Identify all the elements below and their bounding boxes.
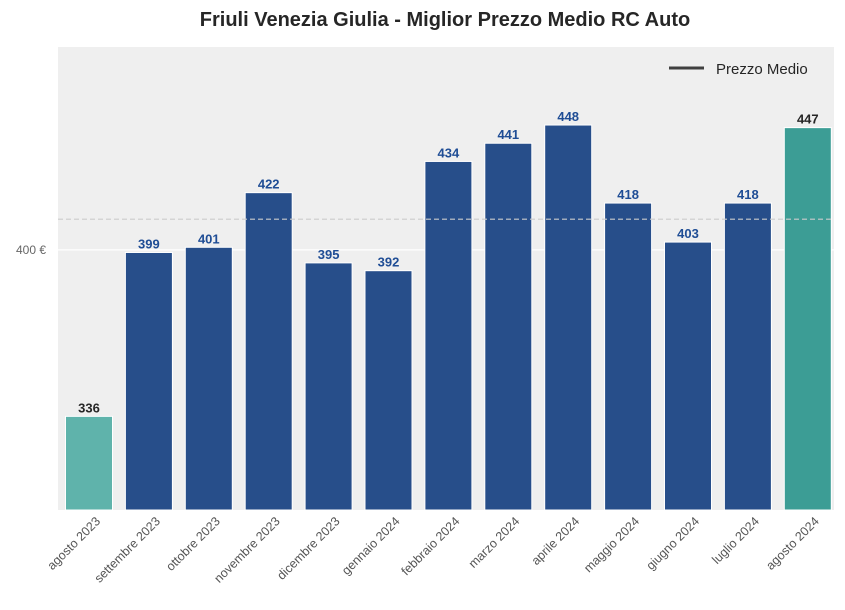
x-tick-label-6: febbraio 2024 — [399, 514, 463, 578]
data-label-0: 336 — [78, 400, 100, 415]
data-label-12: 447 — [797, 112, 819, 127]
bar-2 — [184, 246, 233, 511]
x-tick-label-11: luglio 2024 — [709, 514, 762, 567]
bar-3 — [244, 192, 293, 511]
data-label-4: 395 — [318, 247, 340, 262]
bar-8 — [544, 124, 593, 511]
data-label-5: 392 — [378, 255, 400, 270]
x-tick-label-5: gennaio 2024 — [339, 514, 403, 578]
legend: Prezzo Medio — [669, 61, 808, 78]
x-tick-label-9: maggio 2024 — [581, 514, 642, 575]
data-label-2: 401 — [198, 231, 220, 246]
bar-10 — [664, 241, 712, 511]
data-label-11: 418 — [737, 187, 759, 202]
data-label-3: 422 — [258, 177, 280, 192]
data-label-6: 434 — [438, 145, 460, 160]
bar-9 — [604, 202, 653, 511]
bar-4 — [304, 262, 353, 511]
x-tick-label-4: dicembre 2023 — [274, 514, 342, 582]
x-tick-label-10: giugno 2024 — [644, 514, 703, 573]
x-tick-label-7: marzo 2024 — [466, 514, 523, 571]
x-tick-label-1: settembre 2023 — [92, 514, 163, 585]
bar-0 — [65, 415, 113, 511]
x-tick-label-3: novembre 2023 — [211, 514, 282, 585]
data-label-7: 441 — [497, 127, 519, 142]
bar-1 — [124, 251, 173, 511]
data-label-8: 448 — [557, 109, 579, 124]
x-tick-label-8: aprile 2024 — [529, 514, 583, 568]
x-tick-label-2: ottobre 2023 — [163, 514, 223, 574]
x-tick-label-12: agosto 2024 — [763, 514, 822, 573]
chart-title: Friuli Venezia Giulia - Miglior Prezzo M… — [200, 9, 690, 31]
bar-6 — [424, 160, 473, 511]
bars — [65, 124, 832, 511]
data-label-9: 418 — [617, 187, 639, 202]
y-tick-label: 400 € — [16, 243, 46, 257]
x-tick-label-0: agosto 2023 — [45, 514, 104, 573]
data-labels: 336 399 401 422 395 392 434 441 448 418 403 418 447 — [78, 109, 819, 415]
legend-label: Prezzo Medio — [716, 61, 808, 78]
data-label-10: 403 — [677, 226, 699, 241]
y-axis: 400 € — [16, 243, 46, 257]
bar-11 — [723, 202, 772, 511]
bar-7 — [484, 142, 533, 511]
data-label-1: 399 — [138, 236, 160, 251]
bar-5 — [364, 270, 413, 511]
bar-12 — [783, 127, 832, 511]
